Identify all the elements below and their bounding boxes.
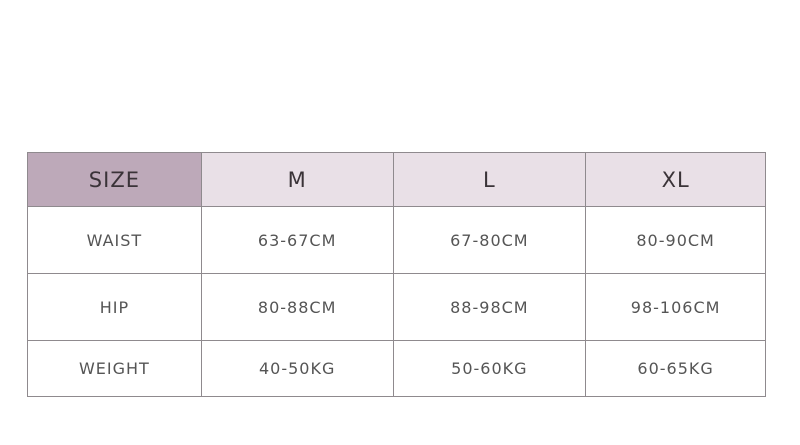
cell: 50-60KG xyxy=(392,340,587,397)
table-row: WEIGHT 40-50KG 50-60KG 60-65KG xyxy=(27,340,766,397)
header-m: M xyxy=(200,152,394,207)
table-row: WAIST 63-67CM 67-80CM 80-90CM xyxy=(27,206,766,274)
cell: 88-98CM xyxy=(392,273,587,341)
header-xl: XL xyxy=(585,152,766,207)
cell: 60-65KG xyxy=(585,340,766,397)
header-size: SIZE xyxy=(27,152,202,207)
header-l: L xyxy=(392,152,587,207)
cell: 63-67CM xyxy=(200,206,394,274)
cell: 40-50KG xyxy=(200,340,394,397)
size-chart-table: SIZE M L XL WAIST 63-67CM 67-80CM 80-90C… xyxy=(27,152,766,397)
cell: 80-88CM xyxy=(200,273,394,341)
row-label: WAIST xyxy=(27,206,202,274)
row-label: HIP xyxy=(27,273,202,341)
cell: 67-80CM xyxy=(392,206,587,274)
header-row: SIZE M L XL xyxy=(27,152,766,207)
row-label: WEIGHT xyxy=(27,340,202,397)
cell: 80-90CM xyxy=(585,206,766,274)
table-row: HIP 80-88CM 88-98CM 98-106CM xyxy=(27,273,766,341)
cell: 98-106CM xyxy=(585,273,766,341)
